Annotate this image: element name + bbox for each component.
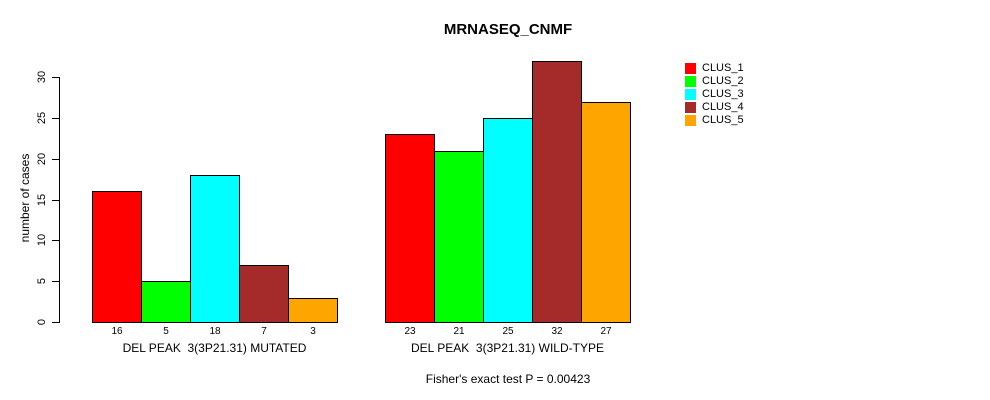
bar-value-label: 25 [502, 326, 514, 337]
y-axis-tick [52, 322, 59, 323]
y-axis-tick [52, 240, 59, 242]
legend-swatch-icon [685, 115, 696, 126]
legend-label: CLUS_1 [702, 62, 744, 74]
bar-value-label: 16 [111, 326, 123, 337]
bar-value-label: 21 [453, 326, 465, 337]
bar-value-label: 32 [551, 326, 563, 337]
bar-value-label: 27 [600, 326, 612, 337]
y-axis-tick [52, 77, 59, 78]
legend-item-clus_1: CLUS_1 [685, 62, 744, 75]
legend-item-clus_4: CLUS_4 [685, 101, 744, 114]
bar-value-label: 7 [261, 326, 267, 337]
bar-clus_4 [532, 60, 582, 323]
bar-value-label: 18 [209, 326, 221, 337]
legend-swatch-icon [685, 89, 696, 100]
y-axis-line [59, 77, 60, 323]
y-axis-tick [52, 199, 59, 201]
bar-clus_1 [385, 134, 435, 323]
bar-clus_3 [190, 175, 240, 323]
bar-clus_5 [288, 297, 338, 323]
bar-clus_2 [141, 281, 191, 323]
bar-clus_5 [581, 101, 631, 323]
legend-swatch-icon [685, 63, 696, 74]
legend: CLUS_1 CLUS_2 CLUS_3 CLUS_4 CLUS_5 [685, 62, 744, 127]
legend-item-clus_5: CLUS_5 [685, 114, 744, 127]
y-axis-tick [52, 158, 59, 160]
y-tick-label: 20 [36, 152, 48, 165]
bar-clus_2 [434, 150, 484, 323]
legend-label: CLUS_3 [702, 88, 744, 100]
bar-clus_3 [483, 117, 533, 323]
y-axis-tick [52, 117, 59, 119]
legend-label: CLUS_2 [702, 75, 744, 87]
bar-value-label: 5 [163, 326, 169, 337]
bar-value-label: 23 [404, 326, 416, 337]
y-tick-label: 5 [36, 278, 48, 285]
chart-title: MRNASEQ_CNMF [443, 21, 573, 38]
legend-item-clus_2: CLUS_2 [685, 75, 744, 88]
group-axis-label: DEL PEAK 3(3P21.31) WILD-TYPE [411, 341, 604, 355]
y-tick-label: 15 [36, 193, 48, 206]
legend-label: CLUS_4 [702, 101, 744, 113]
bar-clus_1 [92, 191, 142, 323]
group-axis-label: DEL PEAK 3(3P21.31) MUTATED [122, 341, 307, 355]
y-axis-tick [52, 281, 59, 283]
y-tick-label: 10 [36, 234, 48, 247]
annotation-text: Fisher's exact test P = 0.00423 [425, 372, 591, 386]
y-axis-label: number of cases [18, 153, 32, 243]
y-tick-label: 30 [36, 70, 48, 84]
bar-clus_4 [239, 264, 289, 323]
y-tick-label: 0 [36, 318, 48, 326]
bar-value-label: 3 [310, 326, 316, 337]
legend-label: CLUS_5 [702, 114, 744, 126]
legend-swatch-icon [685, 76, 696, 87]
legend-item-clus_3: CLUS_3 [685, 88, 744, 101]
legend-swatch-icon [685, 102, 696, 113]
y-tick-label: 25 [36, 111, 48, 124]
